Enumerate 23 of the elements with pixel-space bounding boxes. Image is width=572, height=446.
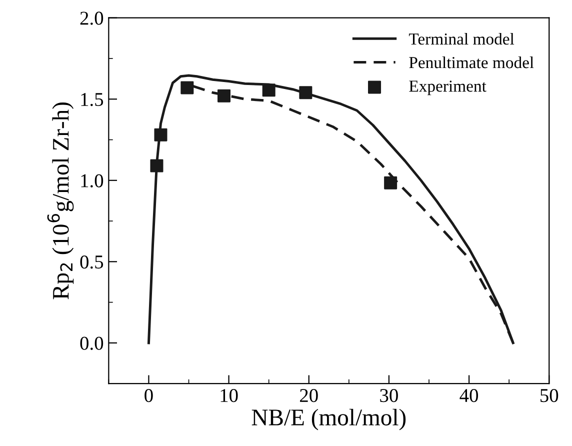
x-tick-label: 40 [460,388,478,402]
x-axis-title: NB/E (mol/mol) [252,408,406,430]
y-tick-label: 1.5 [81,93,104,106]
legend-label: Terminal model [408,32,514,45]
point [262,84,276,97]
x-tick-label: 30 [380,388,398,402]
y-tick-label: 2.0 [80,12,104,25]
x-tick-label: 10 [220,388,238,402]
legend-label: Experiment [409,80,486,96]
point [180,81,194,94]
point [384,176,398,190]
legend-label: Penultimate model [409,56,534,68]
point [150,159,164,172]
x-tick-label: 50 [540,388,558,402]
point [299,86,312,100]
y-axis-title: Rp$_{2}$ (10$^{6}$g/mol Zr-h) [47,102,74,300]
x-tick-label: 20 [300,388,318,402]
y-tick-label: 0.5 [80,255,104,269]
y-tick-label: 1.0 [81,174,104,188]
point [154,128,168,142]
point [217,89,230,102]
x-tick-label: 0 [144,388,153,402]
y-tick-label: 0.0 [80,336,104,350]
